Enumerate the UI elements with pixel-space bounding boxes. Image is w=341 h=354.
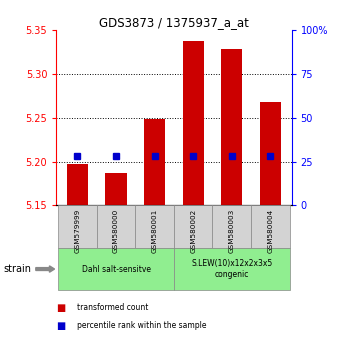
Text: GSM580003: GSM580003 [229, 209, 235, 253]
Text: GSM580001: GSM580001 [152, 209, 158, 253]
Text: ■: ■ [56, 321, 65, 331]
Bar [144, 119, 165, 205]
Title: GDS3873 / 1375937_a_at: GDS3873 / 1375937_a_at [99, 16, 249, 29]
Text: GSM580000: GSM580000 [113, 209, 119, 253]
Text: ■: ■ [56, 303, 65, 313]
Text: percentile rank within the sample: percentile rank within the sample [77, 321, 206, 330]
Text: Dahl salt-sensitve: Dahl salt-sensitve [81, 264, 151, 274]
Text: S.LEW(10)x12x2x3x5
congenic: S.LEW(10)x12x2x3x5 congenic [191, 259, 272, 279]
Text: transformed count: transformed count [77, 303, 148, 313]
Text: GSM580004: GSM580004 [267, 209, 273, 253]
Bar [182, 41, 204, 205]
Bar [221, 49, 242, 205]
Text: GSM579999: GSM579999 [74, 209, 80, 253]
Bar [105, 173, 127, 205]
Text: GSM580002: GSM580002 [190, 209, 196, 253]
Bar [260, 102, 281, 205]
Bar [67, 164, 88, 205]
Text: strain: strain [3, 264, 31, 274]
